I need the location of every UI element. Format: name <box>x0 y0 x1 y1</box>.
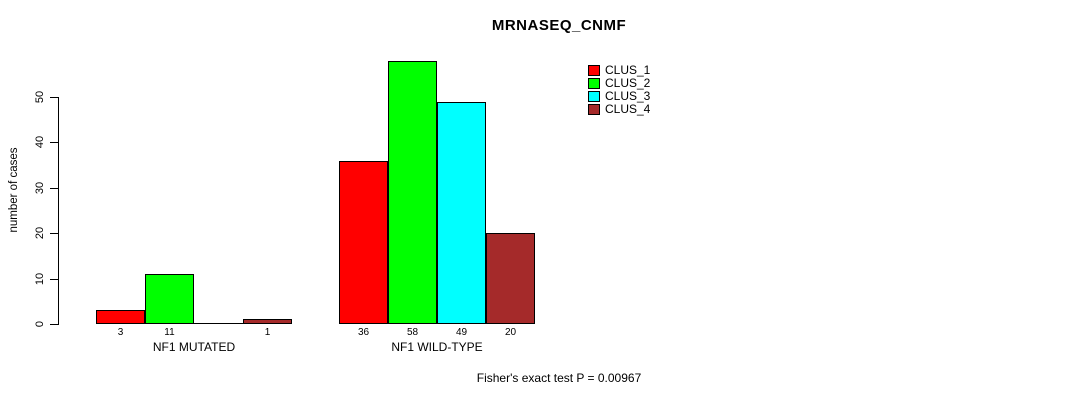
y-tick-mark <box>50 142 58 144</box>
bar-value-label: 58 <box>406 327 419 338</box>
bar-value-label: 20 <box>504 327 517 338</box>
legend-row: CLUS_4 <box>588 103 650 116</box>
legend-row: CLUS_2 <box>588 77 650 90</box>
bar-clus_3 <box>437 102 486 324</box>
legend-label: CLUS_3 <box>605 89 651 103</box>
bar-clus_2 <box>388 61 437 324</box>
y-tick-mark <box>50 187 58 189</box>
bar-value-label: 1 <box>264 327 271 338</box>
bar-clus_2 <box>145 274 194 324</box>
legend-swatch-icon <box>588 104 600 115</box>
legend-label: CLUS_1 <box>605 63 651 77</box>
y-axis-line <box>58 97 59 325</box>
bar-clus_1 <box>96 310 145 324</box>
y-tick-label: 30 <box>34 181 46 194</box>
legend-row: CLUS_3 <box>588 90 650 103</box>
legend-swatch-icon <box>588 91 600 102</box>
bar-clus_1 <box>339 161 388 324</box>
bar-clus_4 <box>243 319 292 324</box>
y-tick-label: 20 <box>34 227 46 240</box>
bar-clus_3 <box>194 323 243 324</box>
fisher-test-annotation: Fisher's exact test P = 0.00967 <box>476 371 642 385</box>
y-tick-label: 50 <box>34 90 46 104</box>
chart-title: MRNASEQ_CNMF <box>491 17 627 34</box>
y-tick-label: 40 <box>34 136 46 149</box>
bar-value-label: 11 <box>164 327 175 338</box>
category-label: NF1 WILD-TYPE <box>391 340 483 354</box>
legend-swatch-icon <box>588 65 600 76</box>
y-tick-mark <box>50 324 58 325</box>
y-axis-title: number of cases <box>8 147 20 233</box>
bar-value-label: 36 <box>357 327 370 338</box>
y-tick-label: 10 <box>34 272 46 285</box>
legend-row: CLUS_1 <box>588 64 650 77</box>
legend-swatch-icon <box>588 78 600 89</box>
category-label: NF1 MUTATED <box>152 340 236 354</box>
y-tick-mark <box>50 97 58 98</box>
legend-label: CLUS_2 <box>605 76 651 90</box>
bar-value-label: 49 <box>455 327 468 338</box>
bar-value-label: 3 <box>117 327 124 338</box>
y-tick-label: 0 <box>34 320 46 328</box>
bar-clus_4 <box>486 233 535 324</box>
y-tick-mark <box>50 278 58 280</box>
legend-label: CLUS_4 <box>605 102 651 116</box>
legend: CLUS_1 CLUS_2 CLUS_3 CLUS_4 <box>588 64 650 116</box>
y-tick-mark <box>50 233 58 235</box>
